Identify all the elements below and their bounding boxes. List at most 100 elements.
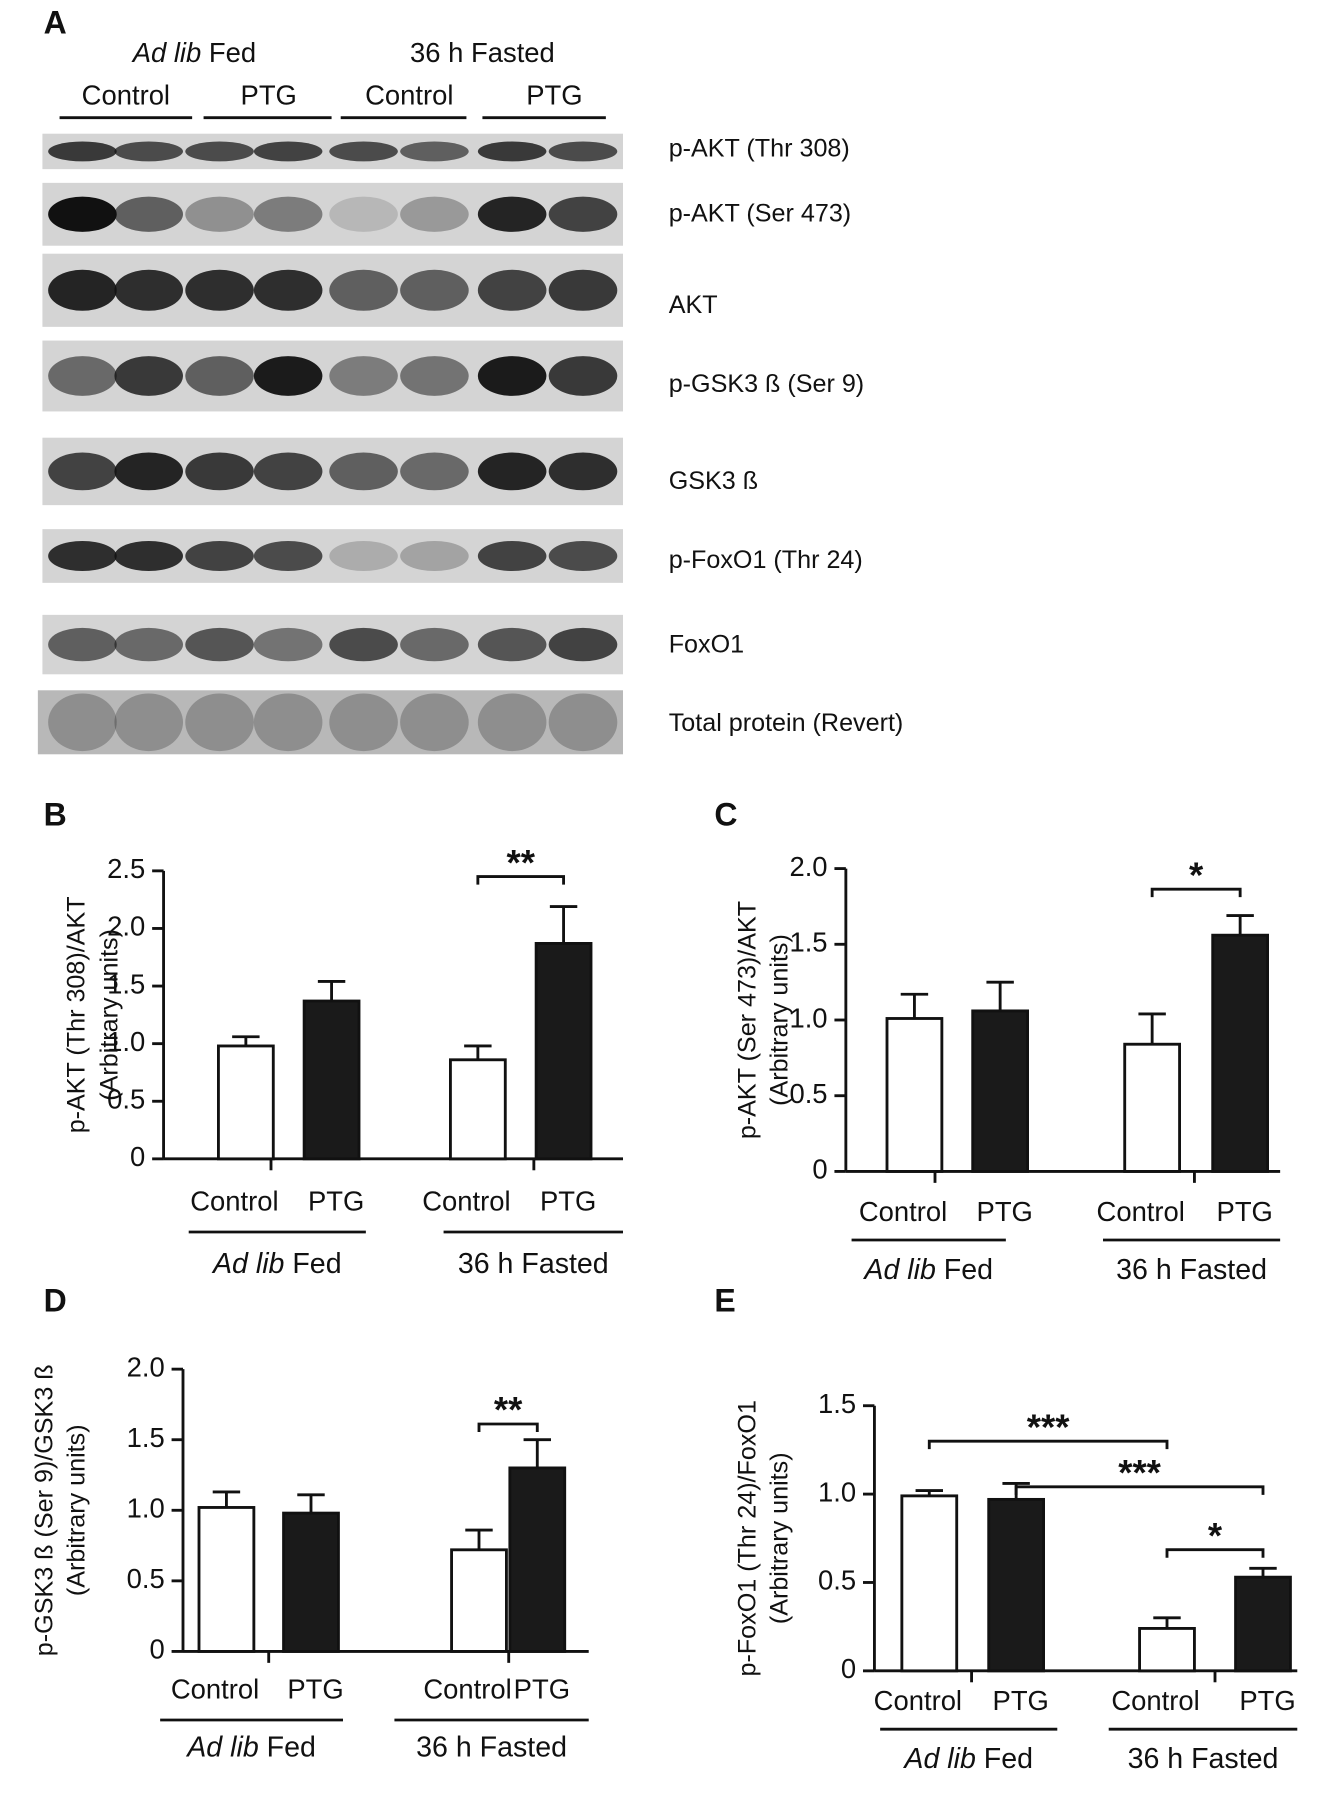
blot-band — [548, 141, 618, 162]
blot-band — [185, 141, 254, 162]
blot-band — [48, 141, 117, 162]
blot-band — [477, 141, 547, 162]
blot-band — [114, 452, 183, 491]
blot-band — [253, 269, 323, 311]
bar — [302, 999, 361, 1161]
blot-band — [477, 452, 547, 491]
group-label-plain: Fed — [292, 1248, 341, 1280]
bar — [900, 1494, 959, 1673]
panel-letter: E — [714, 1282, 735, 1318]
y-tick-label: 1.0 — [127, 1493, 165, 1524]
lane-label: PTG — [526, 79, 582, 110]
blot-band — [185, 693, 254, 752]
group-label: Ad lib Fed — [862, 1253, 993, 1285]
y-tick-label: 0 — [841, 1653, 856, 1684]
bar — [1211, 933, 1269, 1173]
bar — [197, 1506, 256, 1653]
y-axis-label: (Arbitrary units) — [62, 1424, 90, 1596]
row-label: p-AKT (Thr 308) — [669, 134, 850, 162]
y-axis-label: p-GSK3 ß (Ser 9)/GSK3 ß — [30, 1364, 58, 1656]
y-tick-label: 0.5 — [818, 1565, 856, 1596]
y-tick-label: 0.5 — [107, 1084, 145, 1115]
blot-band — [185, 627, 254, 662]
blot-band — [548, 356, 618, 396]
group-label-italic: Ad lib — [131, 37, 202, 68]
blot-band — [114, 356, 183, 396]
x-tick-label: Control — [1111, 1685, 1199, 1716]
blot-band — [114, 693, 183, 752]
group-label-plain: 36 h Fasted — [458, 1248, 609, 1280]
group-label-plain: Fed — [267, 1731, 316, 1763]
blot-band — [329, 540, 398, 572]
y-tick-label: 1.5 — [818, 1388, 856, 1419]
bar — [534, 942, 593, 1161]
row-label: p-AKT (Ser 473) — [669, 199, 851, 227]
y-axis-label: (Arbitrary units) — [765, 934, 793, 1106]
blot-band — [48, 452, 117, 491]
blot-band — [253, 540, 323, 572]
bar — [450, 1548, 508, 1653]
blot-band — [400, 356, 469, 396]
lane-label: Control — [82, 79, 170, 110]
blot-band — [548, 452, 618, 491]
bar — [971, 1009, 1029, 1173]
blot-band — [548, 269, 618, 311]
significance-bracket — [1165, 1548, 1265, 1558]
group-label-plain: Fed — [944, 1253, 993, 1285]
group-label: Ad lib Fed — [185, 1731, 316, 1763]
blot-band — [329, 356, 398, 396]
x-tick-label: Control — [423, 1674, 511, 1705]
blot-band — [400, 269, 469, 311]
blot-band — [114, 141, 183, 162]
y-tick-label: 1.5 — [107, 968, 145, 999]
row-label: GSK3 ß — [669, 467, 758, 495]
group-label-plain: 36 h Fasted — [416, 1731, 567, 1763]
row-label: Total protein (Revert) — [669, 709, 904, 737]
significance-bracket — [927, 1439, 1169, 1450]
x-tick-label: PTG — [287, 1674, 343, 1705]
x-tick-label: Control — [1097, 1196, 1185, 1227]
group-label: Ad lib Fed — [131, 37, 256, 68]
blot-band — [477, 627, 547, 662]
bar — [1123, 1042, 1181, 1173]
blot-band — [477, 269, 547, 311]
x-tick-label: Control — [874, 1685, 962, 1716]
blot-band — [253, 627, 323, 662]
group-label-plain: Fed — [209, 37, 256, 68]
y-tick-label: 2.0 — [127, 1351, 165, 1382]
blot-band — [477, 540, 547, 572]
row-label: FoxO1 — [669, 630, 744, 658]
panel-letter: C — [714, 797, 737, 833]
panel-letter: A — [44, 5, 67, 41]
x-tick-label: PTG — [514, 1674, 570, 1705]
blot-band — [329, 141, 398, 162]
x-tick-label: Control — [859, 1196, 947, 1227]
blot-band — [329, 196, 398, 232]
y-axis-label: p-AKT (Ser 473)/AKT — [733, 901, 761, 1139]
row-label: p-GSK3 ß (Ser 9) — [669, 370, 864, 398]
blot-band — [400, 540, 469, 572]
group-label: 36 h Fasted — [410, 37, 555, 68]
significance-label: * — [1208, 1515, 1223, 1556]
group-label: 36 h Fasted — [458, 1248, 609, 1280]
blot-band — [329, 627, 398, 662]
lane-label: PTG — [241, 79, 297, 110]
blot-band — [400, 196, 469, 232]
blot-band — [48, 269, 117, 311]
row-label: AKT — [669, 291, 718, 319]
blot-band — [400, 627, 469, 662]
panel-letter: D — [44, 1282, 67, 1318]
y-tick-label: 0 — [149, 1634, 164, 1665]
y-axis-label: p-FoxO1 (Thr 24)/FoxO1 — [733, 1400, 761, 1676]
y-axis-label: p-AKT (Thr 308)/AKT — [62, 896, 90, 1133]
blot-band — [548, 196, 618, 232]
blot-band — [114, 269, 183, 311]
group-label-italic: Ad lib — [211, 1248, 284, 1280]
group-label-plain: 36 h Fasted — [410, 37, 555, 68]
y-tick-label: 1.0 — [107, 1026, 145, 1057]
blot-band — [114, 627, 183, 662]
y-tick-label: 2.0 — [107, 911, 145, 942]
blot-band — [48, 627, 117, 662]
bar — [885, 1017, 944, 1173]
